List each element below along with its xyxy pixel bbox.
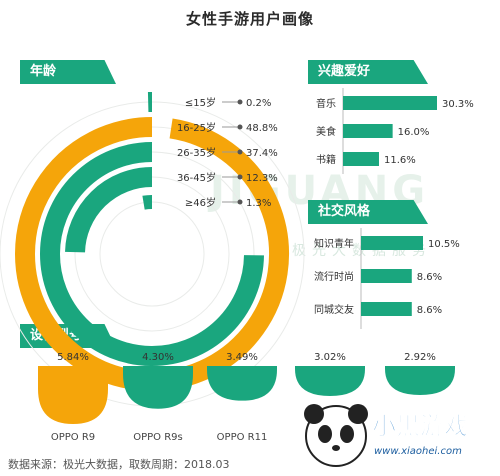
age-value-label: 0.2% <box>246 98 271 109</box>
age-value-label: 48.8% <box>246 123 278 134</box>
interest-category-label: 书籍 <box>316 153 336 166</box>
age-category-label: 26-35岁 <box>177 146 216 159</box>
page-title: 女性手游用户画像 <box>185 10 314 28</box>
social-value-label: 8.6% <box>417 272 442 283</box>
interest-category-label: 美食 <box>316 125 336 138</box>
device-bar-1 <box>123 366 193 409</box>
panda-ear-icon <box>348 404 368 424</box>
age-category-label: 16-25岁 <box>177 121 216 134</box>
social-category-label: 知识青年 <box>314 237 354 250</box>
social-category-label: 同城交友 <box>314 303 354 316</box>
device-bar-3 <box>295 366 365 396</box>
social-bar-2 <box>361 302 412 316</box>
age-category-label: 36-45岁 <box>177 171 216 184</box>
panda-nose-icon <box>332 445 340 451</box>
interest-value-label: 30.3% <box>442 99 474 110</box>
age-arc-1 <box>15 117 289 391</box>
device-value-label: 4.30% <box>142 352 174 363</box>
age-category-label: ≤15岁 <box>185 96 216 109</box>
age-leader-dot <box>237 149 243 155</box>
logo-name: 小黑游戏 <box>372 412 468 440</box>
logo-url: www.xiaohei.com <box>374 446 462 457</box>
social-value-label: 10.5% <box>428 239 460 250</box>
social-bar-0 <box>361 236 423 250</box>
interest-bar-2 <box>343 152 379 166</box>
age-arc-4 <box>142 195 153 210</box>
age-category-label: ≥46岁 <box>185 196 216 209</box>
age-value-label: 1.3% <box>246 198 271 209</box>
device-category-label: OPPO R9 <box>51 432 95 443</box>
age-value-label: 37.4% <box>246 148 278 159</box>
section-label-interest: 兴趣爱好 <box>308 60 428 84</box>
social-value-label: 8.6% <box>417 305 442 316</box>
social-category-label: 流行时尚 <box>314 270 354 283</box>
device-category-label: OPPO R9s <box>133 432 183 443</box>
interest-category-label: 音乐 <box>316 97 336 110</box>
device-bar-4 <box>385 366 455 395</box>
device-bar-2 <box>207 366 277 401</box>
age-arc-2 <box>40 142 264 366</box>
age-ring-guide <box>99 201 205 307</box>
age-leader-dot <box>237 99 243 105</box>
age-leader-dot <box>237 199 243 205</box>
interest-value-label: 16.0% <box>398 127 430 138</box>
interest-bar-1 <box>343 124 393 138</box>
section-label-social: 社交风格 <box>308 200 428 224</box>
social-bar-1 <box>361 269 412 283</box>
device-value-label: 3.02% <box>314 352 346 363</box>
interest-bar-0 <box>343 96 437 110</box>
interest-value-label: 11.6% <box>384 155 416 166</box>
panda-ear-icon <box>304 404 324 424</box>
section-label-age: 年龄 <box>20 60 116 84</box>
device-value-label: 5.84% <box>57 352 89 363</box>
age-arc-3 <box>65 167 153 253</box>
site-logo: 小黑游戏 www.xiaohei.com <box>304 404 468 467</box>
footer-source: 数据来源：极光大数据，取数周期：2018.03 <box>8 458 230 471</box>
age-value-label: 12.3% <box>246 173 278 184</box>
panda-eye-icon <box>318 425 332 443</box>
device-category-label: OPPO R11 <box>217 432 268 443</box>
age-leader-dot <box>237 174 243 180</box>
device-bar-0 <box>38 366 108 424</box>
device-value-label: 3.49% <box>226 352 258 363</box>
device-value-label: 2.92% <box>404 352 436 363</box>
age-leader-dot <box>237 124 243 130</box>
panda-eye-icon <box>340 425 354 443</box>
